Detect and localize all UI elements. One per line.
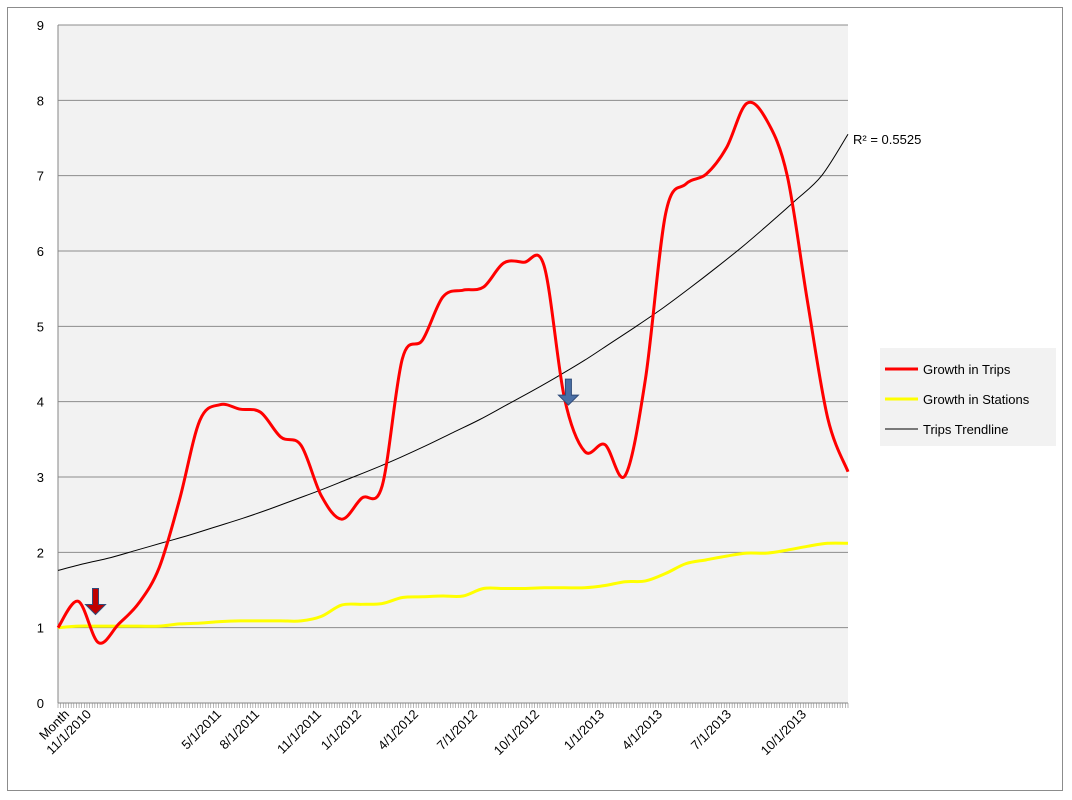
legend-entry: Growth in Stations — [923, 392, 1030, 407]
y-tick-label: 7 — [37, 169, 44, 184]
x-tick-label: 7/1/2012 — [434, 707, 480, 753]
x-tick-label: 8/1/2011 — [216, 707, 262, 753]
annotation-arrows — [84, 378, 580, 616]
y-tick-label: 5 — [37, 319, 44, 334]
y-tick-label: 9 — [37, 18, 44, 33]
x-tick-label: 1/1/2012 — [318, 707, 364, 753]
legend-entry: Growth in Trips — [923, 362, 1011, 377]
series-line-trips-trendline — [57, 133, 849, 571]
series-layer — [56, 100, 850, 645]
series-line-growth-in-stations — [57, 541, 849, 630]
r-squared-label: R² = 0.5525 — [853, 132, 921, 147]
down-arrow-icon — [84, 587, 107, 616]
x-tick-label: 5/1/2011 — [178, 707, 224, 753]
x-tick-label: 10/1/2013 — [758, 707, 810, 759]
x-tick-label: 7/1/2013 — [688, 707, 734, 753]
y-tick-label: 0 — [37, 696, 44, 711]
legend-entry: Trips Trendline — [923, 422, 1009, 437]
x-tick-label: 1/1/2013 — [561, 707, 607, 753]
y-tick-label: 3 — [37, 470, 44, 485]
y-tick-label: 2 — [37, 545, 44, 560]
x-tick-label: 4/1/2012 — [375, 707, 421, 753]
series-line-growth-in-trips — [56, 100, 850, 645]
x-tick-label: 10/1/2012 — [491, 707, 543, 759]
x-tick-label: 4/1/2013 — [619, 707, 665, 753]
y-tick-label: 4 — [37, 395, 44, 410]
gridlines — [58, 24, 848, 629]
y-axis: 0 1 2 3 4 5 6 7 8 9 — [37, 18, 59, 711]
y-tick-label: 1 — [37, 621, 44, 636]
plot-area — [58, 25, 848, 703]
x-tick-label: 11/1/2011 — [274, 707, 324, 757]
legend-box — [880, 348, 1056, 446]
y-tick-label: 6 — [37, 244, 44, 259]
legend: Growth in Trips Growth in Stations Trips T… — [880, 348, 1056, 446]
down-arrow-icon — [557, 378, 580, 406]
y-tick-label: 8 — [37, 93, 44, 108]
